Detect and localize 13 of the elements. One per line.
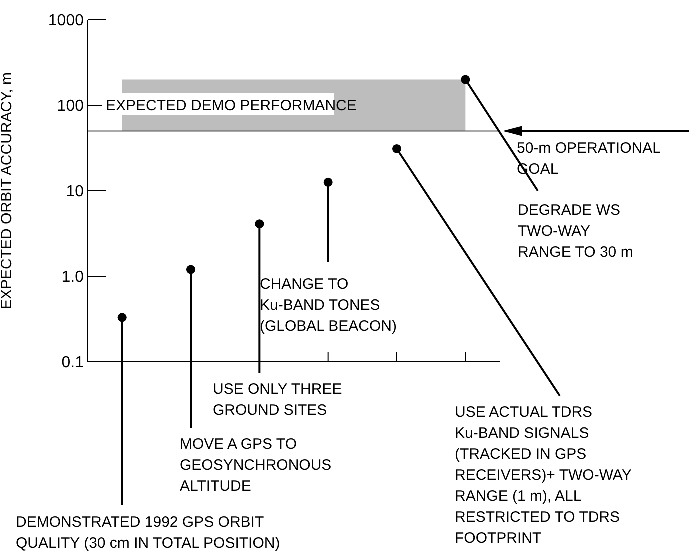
- text: USE ONLY THREE GROUND SITES: [213, 381, 342, 419]
- text: MOVE A GPS TO GEOSYNCHRONOUS ALTITUDE: [180, 436, 332, 495]
- annotation: CHANGE TO Ku-BAND TONES (GLOBAL BEACON): [260, 276, 397, 335]
- y-tick-label: 0.1: [62, 354, 84, 372]
- text: DEMONSTRATED 1992 GPS ORBIT QUALITY (30 cm IN TOTAL POSITION): [16, 514, 280, 552]
- y-tick-label: 100: [57, 98, 84, 116]
- text: USE ACTUAL TDRS Ku-BAND SIGNALS (TRACKED IN GPS RECEIVERS)+ TWO-WAY RANGE (1 m), ALL RESTRICTED TO TDRS FOOTPRINT: [455, 404, 632, 547]
- y-tick-label: 1000: [48, 12, 84, 30]
- band-label: EXPECTED DEMO PERFORMANCE: [106, 98, 357, 114]
- y-tick-label: 10: [66, 184, 84, 201]
- y-axis-title: EXPECTED ORBIT ACCURACY, m: [0, 72, 16, 310]
- y-tick-label: 1.0: [62, 269, 84, 286]
- text: DEGRADE WS TWO-WAY RANGE TO 30 m: [518, 202, 634, 261]
